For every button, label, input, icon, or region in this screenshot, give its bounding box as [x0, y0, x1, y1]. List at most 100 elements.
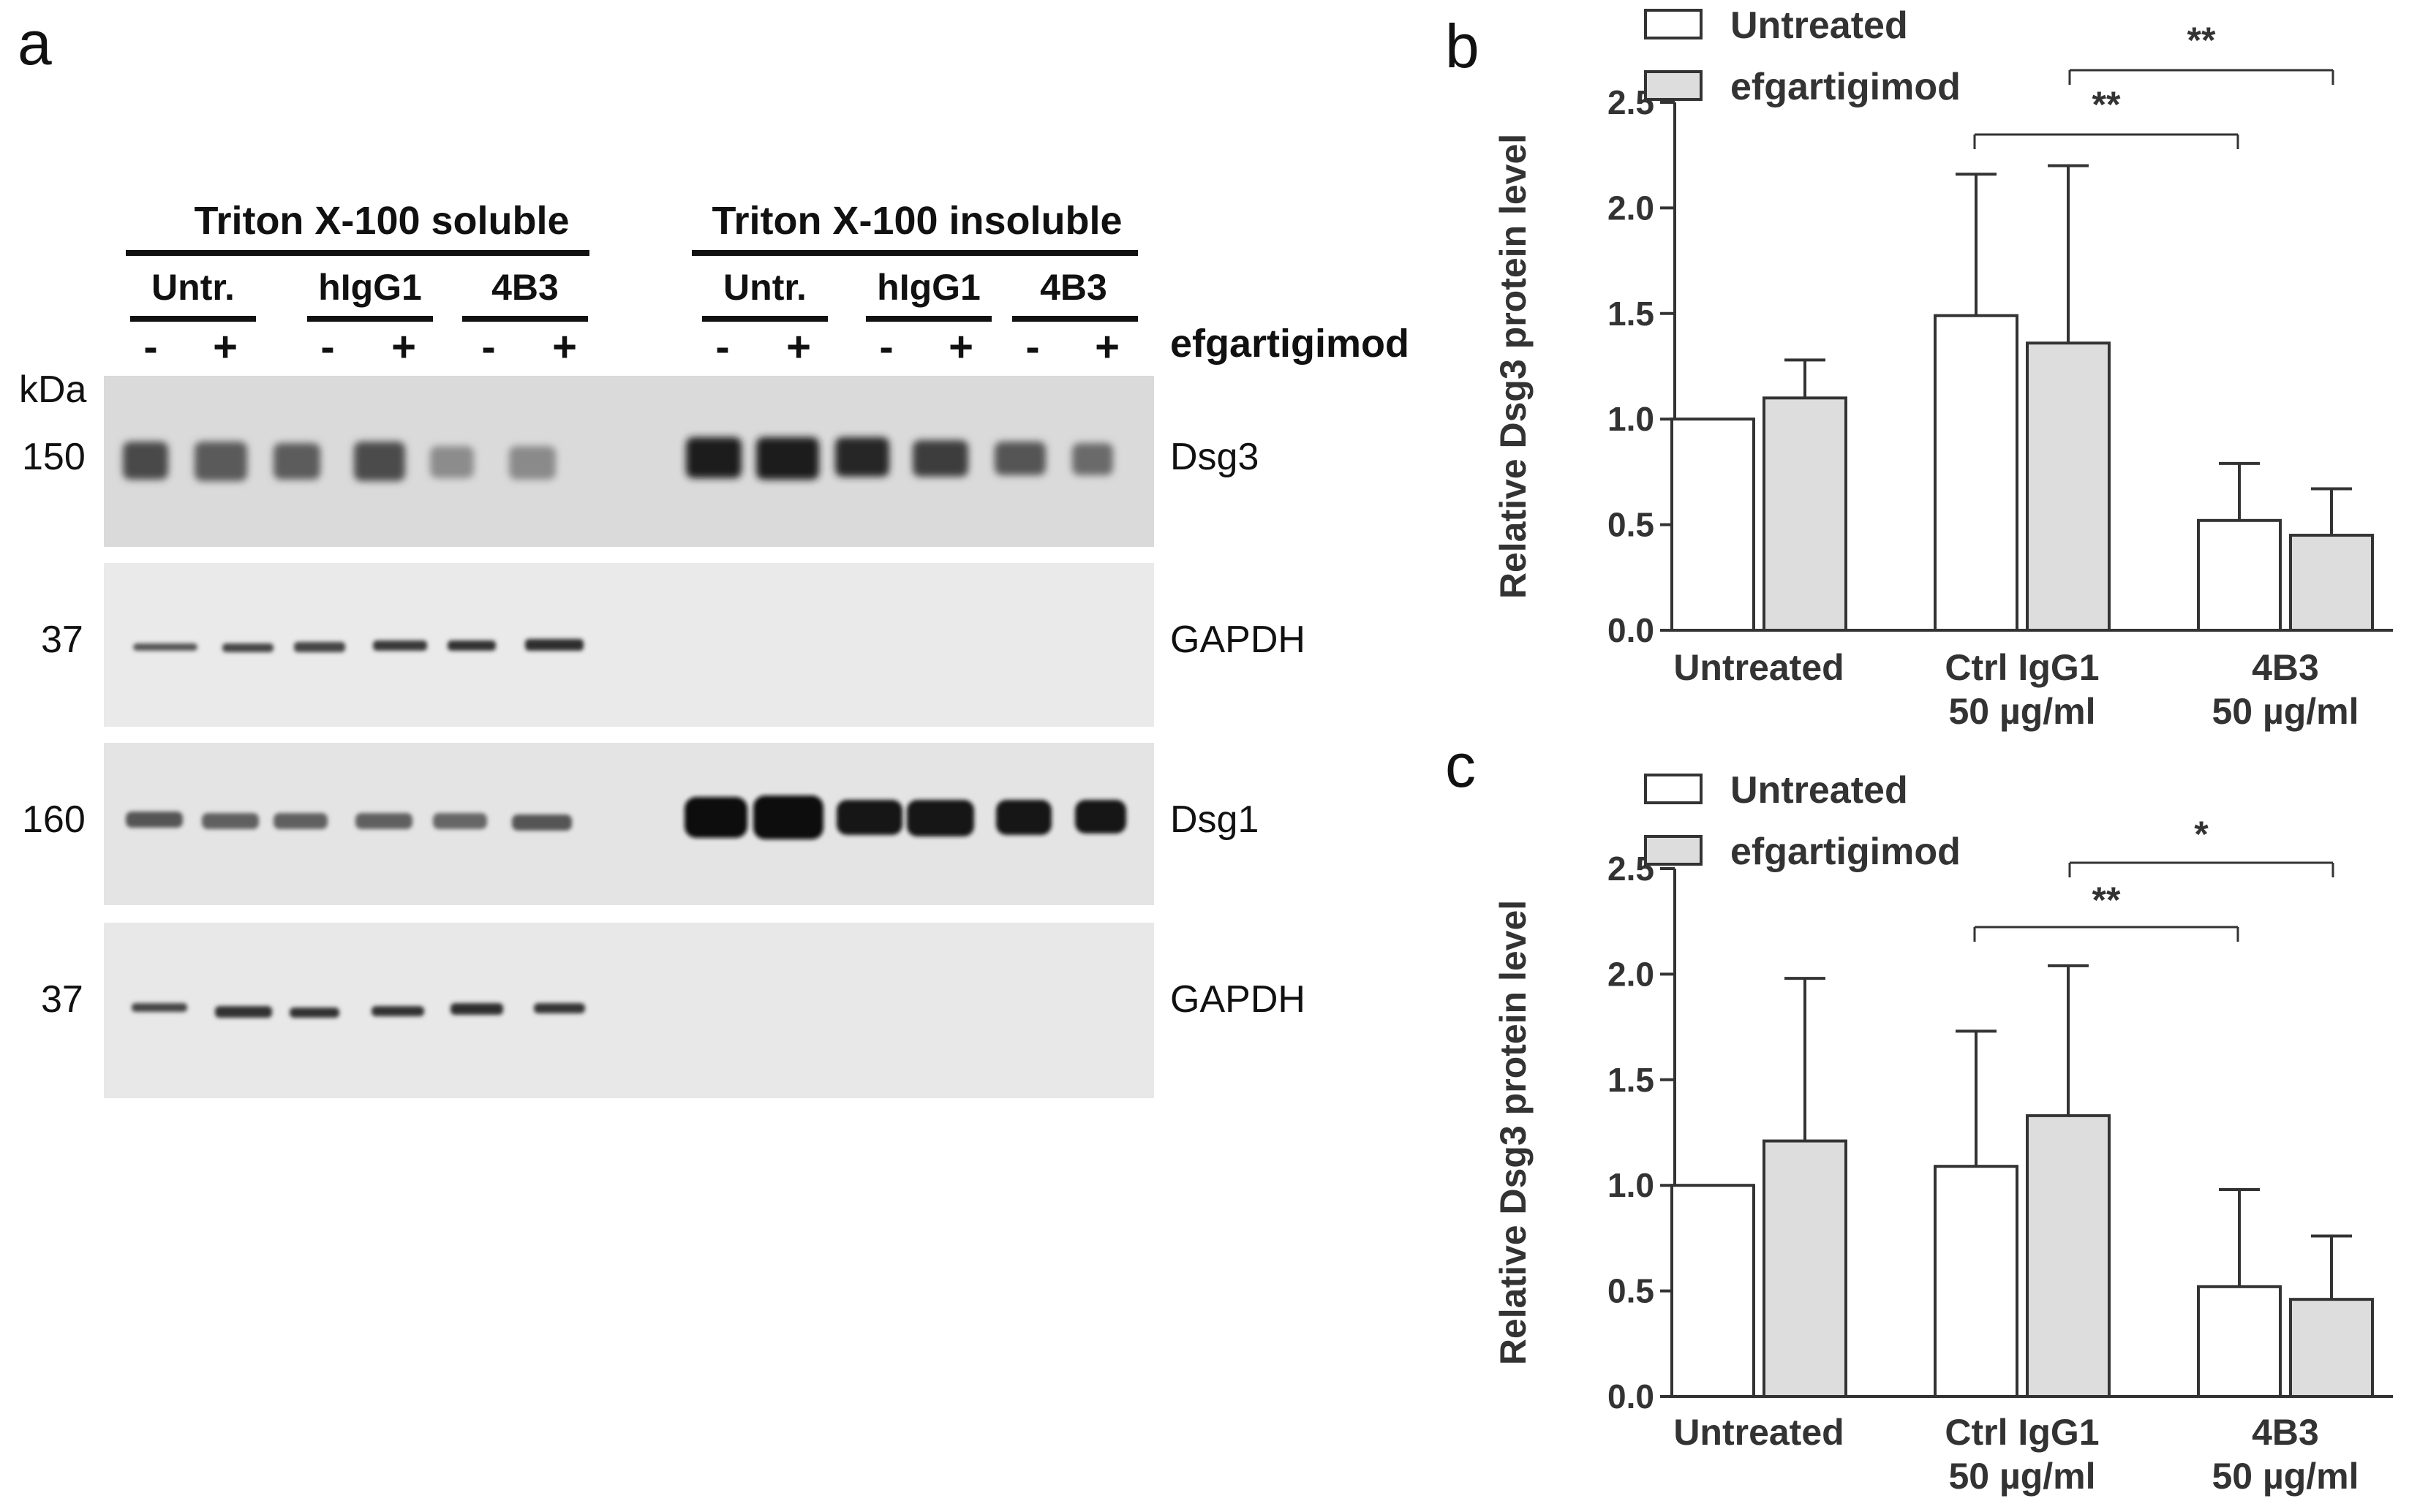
legend-label: Untreated [1730, 769, 1908, 812]
lane-sign-minus: - [715, 323, 729, 371]
x-tick-label: 50 µg/ml [1948, 691, 2095, 732]
bar-untreated [2197, 1285, 2282, 1398]
blot-label-dsg3: Dsg3 [1170, 436, 1259, 478]
band [290, 1008, 339, 1018]
blot-gapdh-2-bands [132, 1003, 585, 1018]
x-tick-label: Ctrl IgG1 [1945, 1412, 2099, 1453]
significance-label: ** [2187, 20, 2216, 61]
chart-c: c Relative Dsg3 protein level 0.0 0.5 1.0 1.5… [1445, 731, 2393, 1497]
y-tick-label: 0.0 [1607, 611, 1654, 649]
blot-kda: 37 [41, 978, 83, 1021]
x-tick-label: 4B3 [2252, 647, 2319, 688]
treatment-label-4b3-soluble: 4B3 [491, 267, 559, 308]
band [913, 440, 968, 477]
lane-sign-minus: - [481, 323, 495, 371]
group-header-insoluble: Triton X-100 insoluble [712, 199, 1122, 243]
band [355, 813, 412, 829]
lane-sign-plus: + [786, 323, 811, 371]
lane-sign-minus: - [879, 323, 893, 371]
bar-efgartigimod [1763, 1139, 1847, 1398]
bar-efgartigimod [1763, 396, 1847, 632]
x-tick-label: Untreated [1673, 1412, 1844, 1453]
kda-label: kDa [19, 368, 87, 411]
blot-dsg1-bands [126, 795, 1126, 839]
band [373, 640, 427, 651]
blot-dsg3-bands [123, 437, 1113, 481]
significance-label: ** [2092, 84, 2121, 125]
legend-label: efgartigimod [1730, 66, 1961, 108]
blot-kda: 150 [22, 436, 86, 478]
lane-sign-plus: + [391, 323, 416, 371]
blot-gapdh-2 [104, 923, 1154, 1098]
band [450, 1003, 503, 1015]
lane-sign-minus: - [320, 323, 334, 371]
x-tick-label: 4B3 [2252, 1412, 2319, 1453]
band [685, 797, 747, 838]
treatment-label-higg1-insoluble: hIgG1 [877, 267, 981, 308]
band [132, 1003, 187, 1012]
treatment-label-higg1-soluble: hIgG1 [318, 267, 422, 308]
band [274, 443, 320, 480]
band [274, 813, 328, 829]
band [756, 437, 819, 480]
band [354, 442, 405, 481]
bar-efgartigimod [2026, 1114, 2111, 1398]
lane-sign-plus: + [552, 323, 577, 371]
band [534, 1003, 585, 1013]
bar-untreated [1934, 1165, 2018, 1398]
lane-sign-plus: + [213, 323, 238, 371]
band [202, 813, 259, 829]
lane-signs: - + - + - + - + - + - + [143, 323, 1120, 371]
blot-label-gapdh: GAPDH [1170, 978, 1305, 1021]
x-tick-label: 50 µg/ml [2212, 1456, 2359, 1497]
band [133, 643, 197, 651]
bar-efgartigimod [2026, 341, 2111, 632]
lane-sign-plus: + [949, 323, 973, 371]
y-tick-label: 1.0 [1607, 400, 1654, 438]
lane-sign-plus: + [1095, 323, 1120, 371]
band [448, 640, 496, 651]
x-tick-label: Ctrl IgG1 [1945, 647, 2099, 688]
legend-swatch [1644, 70, 1703, 101]
y-tick-label: 0.0 [1607, 1377, 1654, 1415]
blot-label-gapdh: GAPDH [1170, 619, 1305, 661]
x-tick-label: Untreated [1673, 647, 1844, 688]
legend-swatch [1644, 835, 1703, 866]
band [123, 442, 168, 480]
group-header-soluble: Triton X-100 soluble [194, 199, 569, 243]
y-tick-label: 0.5 [1607, 506, 1654, 544]
bar-untreated [1670, 1184, 1755, 1398]
blot-kda: 37 [41, 619, 83, 661]
band [1072, 443, 1113, 475]
bar-efgartigimod [2289, 1298, 2374, 1398]
x-tick-label: 50 µg/ml [2212, 691, 2359, 732]
efgartigimod-label: efgartigimod [1170, 322, 1409, 366]
bar-untreated [2197, 518, 2282, 632]
band [837, 800, 902, 835]
band [1075, 800, 1126, 834]
panel-letter-b: b [1445, 12, 1479, 80]
panel-letter-c: c [1445, 731, 1476, 800]
band [753, 795, 823, 839]
x-tick-label: 50 µg/ml [1948, 1456, 2095, 1497]
treatment-label-4b3-insoluble: 4B3 [1040, 267, 1107, 308]
y-tick-label: 2.0 [1607, 189, 1654, 227]
band [195, 442, 247, 481]
y-tick-label: 1.5 [1607, 295, 1654, 333]
blot-gapdh-1-bands [133, 639, 584, 652]
blot-kda: 160 [22, 798, 86, 841]
legend-swatch [1644, 9, 1703, 39]
lane-sign-minus: - [143, 323, 157, 371]
band [686, 437, 742, 478]
blot-gapdh-1 [104, 563, 1154, 727]
y-tick-label: 1.0 [1607, 1166, 1654, 1204]
chart-b: b Relative Dsg3 protein level 0.0 0.5 1.0 1.5… [1445, 4, 2393, 732]
treatment-label-untr-soluble: Untr. [151, 267, 235, 308]
significance-label: ** [2092, 880, 2121, 921]
bar-untreated [1670, 417, 1755, 632]
band [430, 446, 474, 478]
band [996, 800, 1052, 835]
band [126, 812, 183, 828]
legend-label: Untreated [1730, 4, 1908, 47]
y-axis-label: Relative Dsg3 protein level [1493, 900, 1534, 1365]
